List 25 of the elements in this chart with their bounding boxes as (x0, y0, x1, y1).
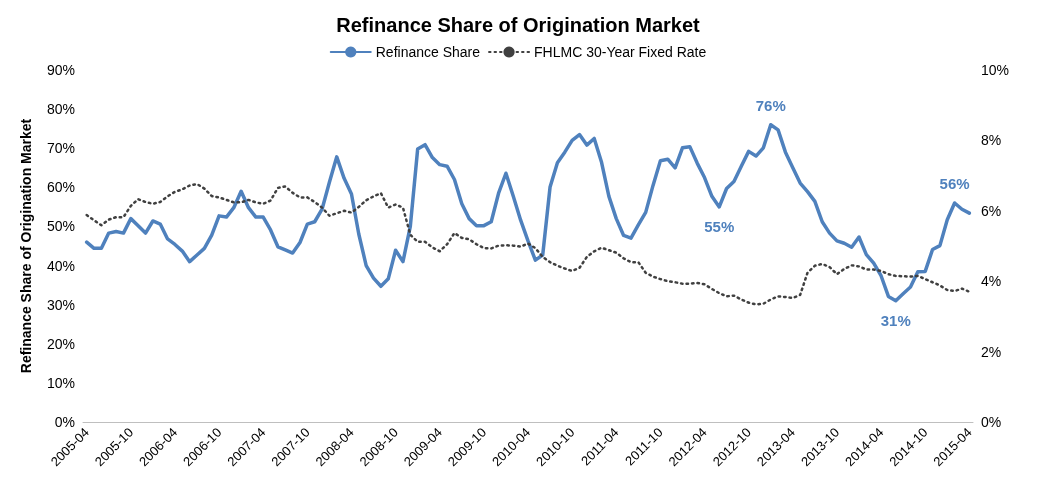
y-tick-label: 20% (46, 335, 75, 352)
y-axis-title: Refinance Share of Origination Market (18, 118, 34, 374)
line-series (84, 123, 972, 303)
y2-tick-label: 8% (981, 132, 1002, 149)
y-tick-label: 40% (46, 257, 75, 274)
legend-label: Refinance Share (375, 44, 481, 60)
y2-tick-label: 4% (981, 273, 1002, 290)
chart-title: Refinance Share of Origination Market (336, 14, 701, 36)
y2-tick-label: 0% (981, 414, 1002, 430)
y-tick-label: 0% (54, 414, 75, 430)
y-tick-label: 60% (46, 179, 75, 196)
data-label: 31% (880, 311, 911, 329)
y-tick-label: 10% (46, 374, 75, 391)
y-tick-label: 90% (46, 62, 75, 78)
y2-tick-label: 10% (981, 62, 1010, 78)
legend-label: FHLMC 30-Year Fixed Rate (534, 44, 707, 60)
y-tick-label: 80% (46, 101, 75, 118)
data-label: 56% (939, 174, 970, 192)
data-label: 76% (755, 96, 786, 114)
data-label: 55% (704, 217, 735, 235)
y-tick-label: 30% (46, 296, 75, 313)
y2-tick-label: 2% (981, 343, 1002, 360)
y-tick-label: 70% (46, 140, 75, 157)
y2-tick-label: 6% (981, 202, 1002, 219)
y-tick-label: 50% (46, 218, 75, 235)
